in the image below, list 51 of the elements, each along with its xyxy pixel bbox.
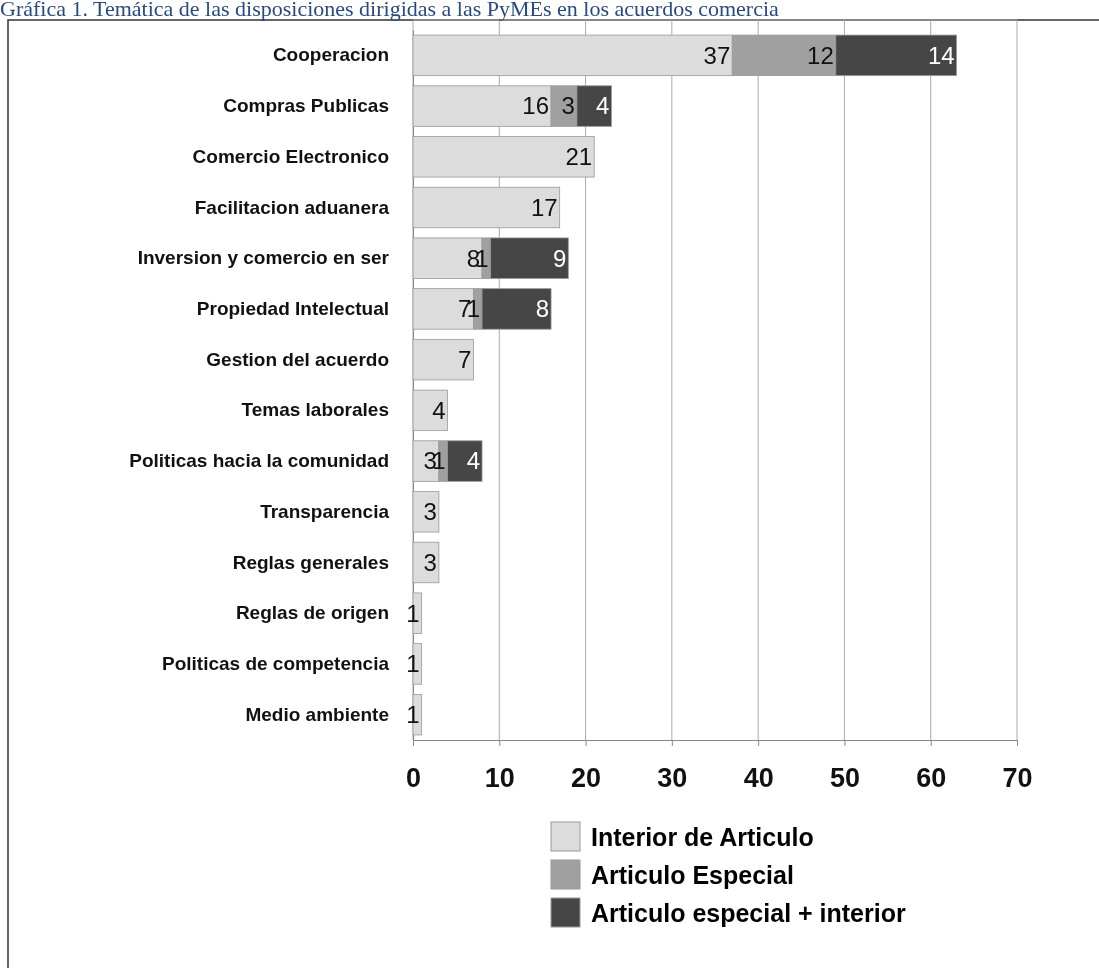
data-label: 21 <box>565 143 593 171</box>
x-tick-label: 70 <box>1002 762 1033 793</box>
data-label: 3 <box>561 92 575 120</box>
y-tick-label: Politicas hacia la comunidad <box>129 450 389 472</box>
x-tick-label: 0 <box>405 762 422 793</box>
y-tick-label: Temas laborales <box>241 399 389 421</box>
data-label: 1 <box>406 650 420 678</box>
y-tick-label: Compras Publicas <box>223 95 389 117</box>
y-tick-label: Reglas de origen <box>235 602 389 624</box>
data-label: 9 <box>552 244 567 272</box>
data-label: 4 <box>432 396 446 424</box>
y-tick-label: Politicas de competencia <box>161 653 390 675</box>
data-label: 7 <box>458 346 472 374</box>
legend-label: Interior de Articulo <box>591 822 814 851</box>
bar <box>412 338 474 381</box>
x-tick-label: 30 <box>657 762 688 793</box>
data-label: 3 <box>423 548 437 576</box>
bar <box>412 186 561 229</box>
y-tick-label: Transparencia <box>260 500 390 522</box>
x-tick-label: 60 <box>916 762 947 793</box>
x-tick-label: 10 <box>484 762 515 793</box>
data-label: 8 <box>535 295 550 323</box>
x-tick-label: 50 <box>829 762 860 793</box>
x-tick-label: 20 <box>571 762 602 793</box>
legend-label: Articulo Especial <box>591 860 794 889</box>
legend-label: Articulo especial + interior <box>591 898 906 927</box>
data-label: 1 <box>406 599 420 627</box>
data-label: 17 <box>530 193 558 221</box>
y-tick-label: Medio ambiente <box>245 703 389 725</box>
data-label: 3 <box>423 447 437 475</box>
y-tick-label: Cooperacion <box>272 44 389 66</box>
data-label: 4 <box>596 92 610 120</box>
data-label: 4 <box>466 447 481 475</box>
data-label: 16 <box>522 92 550 120</box>
y-tick-label: Inversion y comercio en ser <box>137 247 390 269</box>
y-tick-label: Reglas generales <box>232 551 389 573</box>
bar <box>412 389 448 432</box>
data-label: 1 <box>406 701 420 729</box>
data-label: 12 <box>807 41 834 69</box>
x-tick-label: 40 <box>743 762 774 793</box>
y-tick-label: Comercio Electronico <box>192 145 389 167</box>
y-tick-label: Facilitacion aduanera <box>194 196 390 218</box>
bar <box>412 541 440 584</box>
y-tick-label: Propiedad Intelectual <box>196 298 389 320</box>
data-label: 14 <box>927 41 955 69</box>
bar <box>412 136 595 178</box>
chart-title: Gráfica 1. Temática de las disposiciones dirigidas a las PyMEs en los acuerdos comercia <box>0 0 780 21</box>
y-tick-label: Gestion del acuerdo <box>206 348 389 370</box>
data-label: 3 <box>423 498 437 526</box>
bar <box>412 491 440 533</box>
data-label: 37 <box>703 41 731 69</box>
